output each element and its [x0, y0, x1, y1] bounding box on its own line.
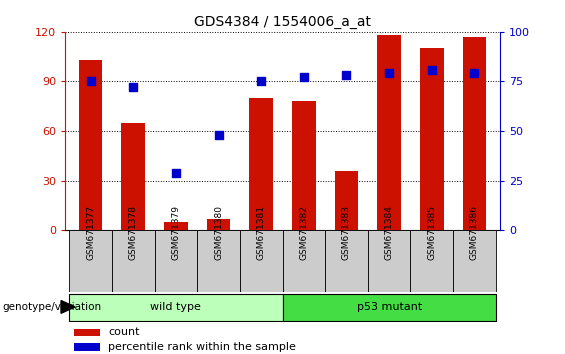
Text: genotype/variation: genotype/variation — [3, 302, 102, 312]
Point — [86, 79, 95, 84]
Bar — [197, 230, 240, 292]
Bar — [240, 230, 282, 292]
Bar — [282, 230, 325, 292]
Bar — [207, 218, 231, 230]
Bar — [420, 48, 444, 230]
Bar — [73, 329, 100, 336]
Text: GSM671380: GSM671380 — [214, 205, 223, 260]
Bar — [410, 230, 453, 292]
Bar — [282, 293, 496, 321]
Bar — [334, 171, 358, 230]
Bar — [292, 101, 316, 230]
Bar — [377, 35, 401, 230]
Text: GSM671382: GSM671382 — [299, 205, 308, 260]
Bar — [112, 230, 155, 292]
Point — [385, 71, 394, 76]
Text: count: count — [108, 327, 140, 337]
Text: GSM671384: GSM671384 — [385, 205, 394, 260]
Text: GSM671383: GSM671383 — [342, 205, 351, 260]
Point — [342, 73, 351, 78]
Point — [171, 170, 180, 176]
Text: GSM671378: GSM671378 — [129, 205, 138, 260]
Text: GSM671385: GSM671385 — [427, 205, 436, 260]
Bar — [69, 293, 282, 321]
Bar — [155, 230, 197, 292]
Point — [214, 132, 223, 138]
Bar — [325, 230, 368, 292]
Text: GSM671381: GSM671381 — [257, 205, 266, 260]
Text: p53 mutant: p53 mutant — [357, 302, 421, 312]
Title: GDS4384 / 1554006_a_at: GDS4384 / 1554006_a_at — [194, 16, 371, 29]
Point — [470, 71, 479, 76]
Bar — [453, 230, 496, 292]
Text: GSM671377: GSM671377 — [86, 205, 95, 260]
Bar — [73, 343, 100, 351]
Text: GSM671379: GSM671379 — [171, 205, 180, 260]
Text: wild type: wild type — [150, 302, 201, 312]
Point — [129, 85, 138, 90]
Bar — [79, 60, 102, 230]
Polygon shape — [61, 301, 75, 313]
Point — [299, 75, 308, 80]
Bar — [121, 123, 145, 230]
Bar — [368, 230, 410, 292]
Bar — [164, 222, 188, 230]
Point — [427, 67, 436, 72]
Point — [257, 79, 266, 84]
Bar — [463, 37, 486, 230]
Bar — [69, 230, 112, 292]
Text: GSM671386: GSM671386 — [470, 205, 479, 260]
Text: percentile rank within the sample: percentile rank within the sample — [108, 342, 297, 352]
Bar — [249, 98, 273, 230]
